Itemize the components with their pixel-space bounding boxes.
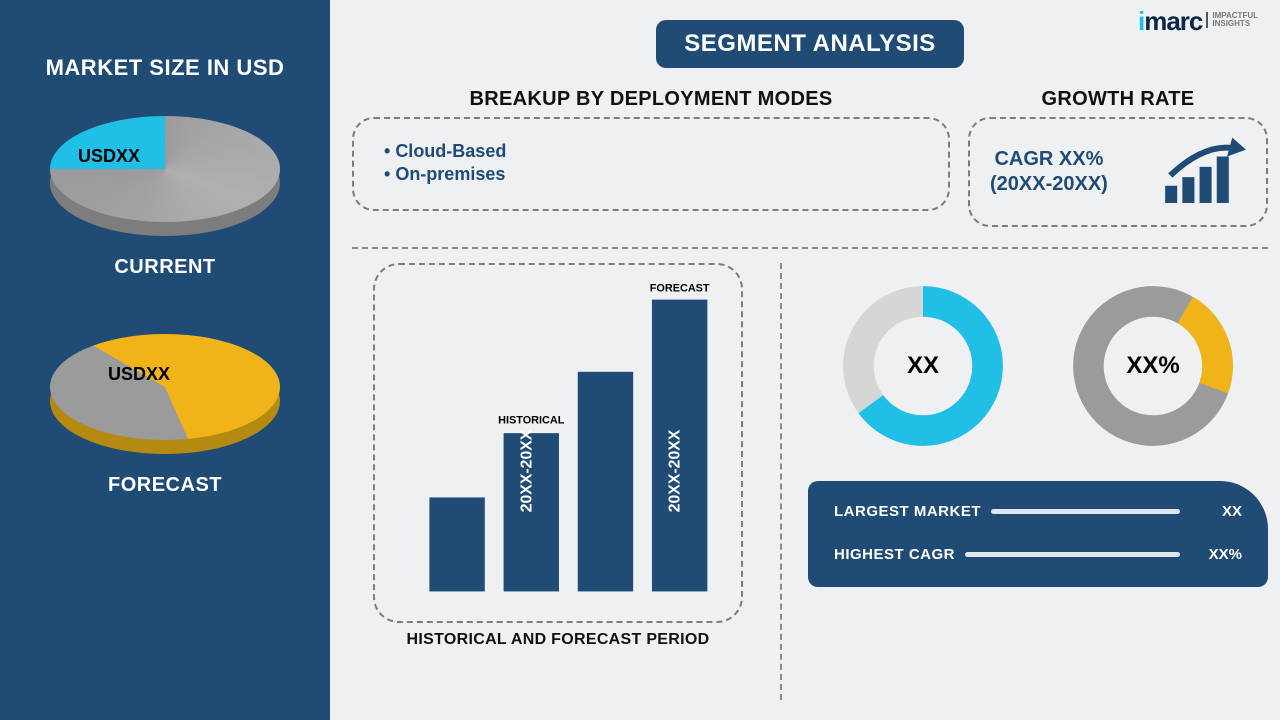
row-breakup-growth: BREAKUP BY DEPLOYMENT MODES Cloud-Based … <box>352 88 1268 227</box>
main: imarc IMPACTFULINSIGHTS SEGMENT ANALYSIS… <box>330 0 1280 720</box>
stat-bar <box>991 509 1180 514</box>
pie-forecast-block: USDXX FORECAST <box>50 334 280 497</box>
donut-center-text: XX <box>838 281 1008 451</box>
cagr-text: CAGR XX%(20XX-20XX) <box>990 147 1108 197</box>
pie-current-value: USDXX <box>78 146 140 167</box>
breakup-item: Cloud-Based <box>384 141 926 162</box>
pie-forecast-value: USDXX <box>108 364 170 385</box>
pie-current-block: USDXX CURRENT <box>50 116 280 279</box>
stat-label: HIGHEST CAGR <box>834 546 955 563</box>
hist-top-label: HISTORICAL <box>498 414 565 426</box>
stat-bar <box>965 552 1180 557</box>
donut-largest-market: XX <box>838 281 1008 451</box>
row-hist-metrics: 20XX-20XX 20XX-20XX HISTORICAL FORECAST … <box>352 263 1268 700</box>
donut-highest-cagr: XX% <box>1068 281 1238 451</box>
growth-heading: GROWTH RATE <box>1042 88 1195 111</box>
pie-forecast-label: FORECAST <box>108 474 222 497</box>
breakup-panel: BREAKUP BY DEPLOYMENT MODES Cloud-Based … <box>352 88 950 227</box>
stat-row-largest: LARGEST MARKET XX <box>834 503 1242 520</box>
page-title: SEGMENT ANALYSIS <box>656 20 964 68</box>
breakup-item: On-premises <box>384 164 926 185</box>
breakup-list: Cloud-Based On-premises <box>376 135 926 193</box>
donut-center-text: XX% <box>1068 281 1238 451</box>
growth-box: CAGR XX%(20XX-20XX) <box>968 117 1268 227</box>
brand-tagline: IMPACTFULINSIGHTS <box>1206 12 1258 28</box>
breakup-box: Cloud-Based On-premises <box>352 117 950 211</box>
metrics-column: XX XX% LARGEST MARKET XX HIGHES <box>782 263 1268 700</box>
stat-label: LARGEST MARKET <box>834 503 981 520</box>
pie-current-label: CURRENT <box>114 256 215 279</box>
breakup-heading: BREAKUP BY DEPLOYMENT MODES <box>352 88 950 111</box>
stat-value: XX% <box>1190 546 1242 563</box>
hist-top-label: FORECAST <box>650 283 710 295</box>
hist-bar-label: 20XX-20XX <box>667 429 684 512</box>
stat-row-cagr: HIGHEST CAGR XX% <box>834 546 1242 563</box>
growth-panel: GROWTH RATE CAGR XX%(20XX-20XX) <box>968 88 1268 227</box>
hist-bars-svg: 20XX-20XX 20XX-20XX HISTORICAL FORECAST <box>375 265 741 621</box>
donuts-row: XX XX% <box>808 281 1268 451</box>
brand-mark: imarc <box>1138 6 1202 37</box>
stat-value: XX <box>1190 503 1242 520</box>
growth-bar-arrow-icon <box>1160 137 1246 207</box>
hist-bar-label: 20XX-20XX <box>518 429 535 512</box>
hist-column: 20XX-20XX 20XX-20XX HISTORICAL FORECAST … <box>352 263 782 700</box>
sidebar-heading: MARKET SIZE IN USD <box>46 55 285 81</box>
divider <box>352 247 1268 249</box>
pie-forecast-chart: USDXX <box>50 334 280 454</box>
stat-card: LARGEST MARKET XX HIGHEST CAGR XX% <box>808 481 1268 587</box>
pie-current-chart: USDXX <box>50 116 280 236</box>
sidebar: MARKET SIZE IN USD USDXX CURRENT USDXX F… <box>0 0 330 720</box>
brand-logo: imarc IMPACTFULINSIGHTS <box>1138 6 1258 37</box>
hist-caption: HISTORICAL AND FORECAST PERIOD <box>407 631 710 649</box>
hist-chart: 20XX-20XX 20XX-20XX HISTORICAL FORECAST <box>373 263 743 623</box>
